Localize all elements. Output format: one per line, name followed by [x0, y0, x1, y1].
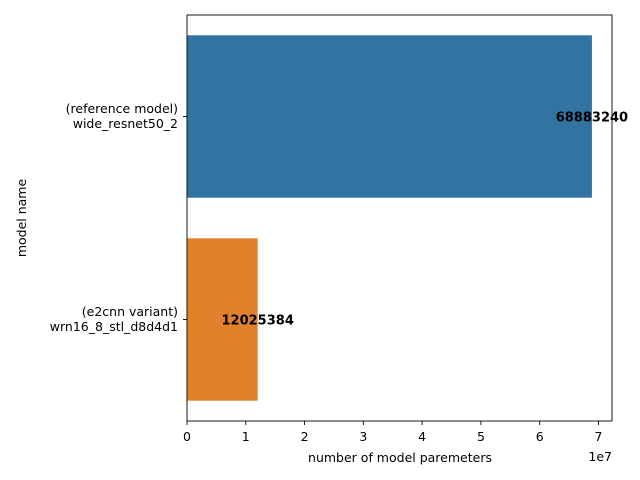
x-axis-offset-label: 1e7: [588, 449, 612, 464]
y-tick-label-1: (e2cnn variant) wrn16_8_stl_d8d4d1: [50, 304, 178, 334]
y-axis-label: model name: [14, 179, 29, 258]
bar-value-label-1: 12025384: [222, 314, 294, 329]
y-tick-label-0: (reference model) wide_resnet50_2: [66, 101, 178, 131]
data-labels-group: 68883240 12025384: [222, 111, 629, 329]
x-axis-ticks: 0 1 2 3 4 5 6 7: [183, 421, 602, 444]
bar-1: [187, 238, 258, 401]
x-tick-label-1: 1: [242, 429, 250, 444]
x-tick-label-4: 4: [418, 429, 426, 444]
x-tick-label-0: 0: [183, 429, 191, 444]
bars-group: [187, 35, 592, 401]
x-tick-label-7: 7: [595, 429, 603, 444]
x-tick-label-6: 6: [536, 429, 544, 444]
x-axis-label: number of model paremeters: [308, 450, 492, 465]
bar-value-label-0: 68883240: [556, 111, 628, 126]
x-tick-label-5: 5: [477, 429, 485, 444]
y-axis-ticks: (reference model) wide_resnet50_2 (e2cnn v…: [50, 101, 187, 334]
bar-0: [187, 35, 592, 198]
plot-frame: [186, 14, 613, 422]
x-tick-label-2: 2: [301, 429, 309, 444]
x-tick-label-3: 3: [359, 429, 367, 444]
